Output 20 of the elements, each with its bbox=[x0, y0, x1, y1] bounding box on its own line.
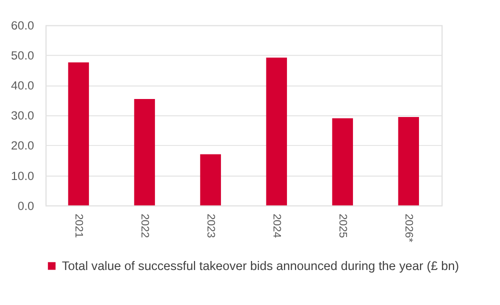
x-tick-label: 2023 bbox=[204, 214, 217, 238]
bar bbox=[134, 99, 155, 206]
y-tick-label: 60.0 bbox=[11, 18, 35, 33]
y-tick-label: 10.0 bbox=[11, 168, 35, 183]
x-tick-label: 2026* bbox=[402, 214, 415, 243]
x-tick-label: 2024 bbox=[270, 214, 283, 238]
y-tick-label: 20.0 bbox=[11, 138, 35, 153]
x-tick-label: 2022 bbox=[138, 214, 151, 238]
x-tick-label: 2021 bbox=[72, 214, 85, 238]
bar bbox=[200, 154, 221, 206]
y-tick-label: 0.0 bbox=[18, 198, 35, 213]
bar bbox=[68, 62, 89, 206]
y-tick-label: 30.0 bbox=[11, 108, 35, 123]
legend-label: Total value of successful takeover bids announced during the year (£ bn) bbox=[62, 258, 460, 273]
bar bbox=[398, 117, 419, 206]
bar bbox=[332, 118, 353, 206]
x-tick-label: 2025 bbox=[336, 214, 349, 238]
y-tick-label: 50.0 bbox=[11, 48, 35, 63]
bar bbox=[266, 58, 287, 206]
y-tick-label: 40.0 bbox=[11, 78, 35, 93]
